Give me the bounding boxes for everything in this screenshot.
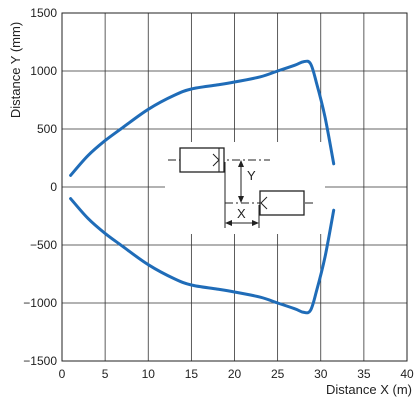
y-tick-label: −1500: [23, 354, 57, 368]
y-arrow-down: [238, 196, 244, 203]
inset-y-label: Y: [247, 168, 256, 183]
y-tick-label: 500: [37, 122, 57, 136]
x-tick-label: 10: [142, 367, 156, 381]
series: [69, 59, 336, 315]
upper-vehicle: [179, 147, 225, 173]
x-tick-label: 15: [185, 367, 199, 381]
x-tick-label: 25: [271, 367, 285, 381]
x-tick-label: 20: [228, 367, 242, 381]
x-tick-label: 30: [314, 367, 328, 381]
vehicle-offset-diagram: Y X: [165, 142, 325, 234]
y-tick-label: 1500: [30, 6, 57, 20]
x-arrow-left: [225, 220, 232, 226]
y-tick-label: −500: [30, 238, 57, 252]
x-tick-label: 5: [102, 367, 109, 381]
x-tick-labels: 0 5 10 15 20 25 30 35 40: [59, 367, 414, 381]
x-axis-title: Distance X (m): [326, 382, 412, 397]
inset-x-label: X: [237, 206, 246, 221]
y-arrow-up: [238, 160, 244, 167]
lower-vehicle: [259, 190, 305, 216]
y-axis-title: Distance Y (mm): [8, 22, 23, 118]
x-tick-label: 0: [59, 367, 66, 381]
upper-boundary-line: [69, 59, 336, 177]
y-tick-label: 0: [50, 180, 57, 194]
y-tick-labels: −1500 −1000 −500 0 500 1000 1500: [23, 6, 57, 368]
x-arrow-right: [252, 220, 259, 226]
x-tick-label: 35: [357, 367, 371, 381]
y-tick-label: 1000: [30, 64, 57, 78]
y-tick-label: −1000: [23, 296, 57, 310]
plot-frame: [61, 12, 408, 362]
x-tick-label: 40: [400, 367, 414, 381]
lower-vehicle-front-mark: [260, 196, 268, 210]
lower-boundary-line: [69, 197, 336, 315]
